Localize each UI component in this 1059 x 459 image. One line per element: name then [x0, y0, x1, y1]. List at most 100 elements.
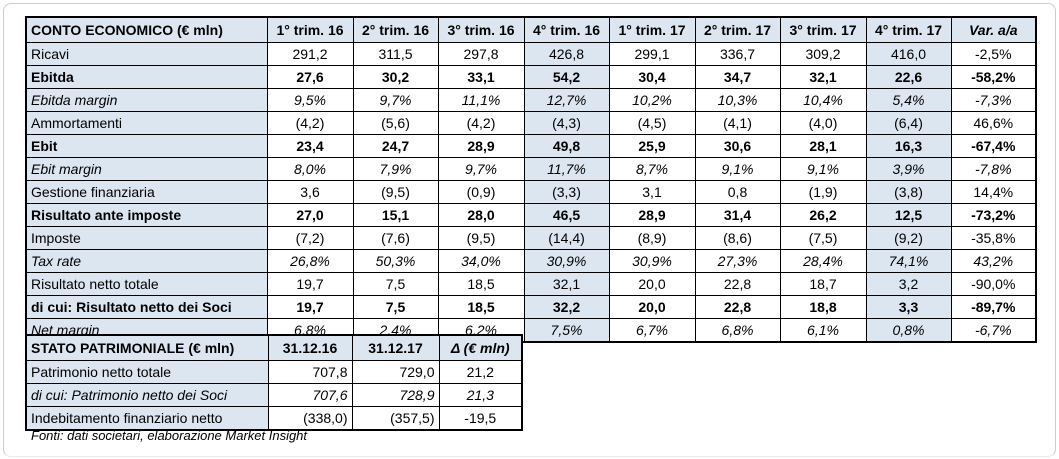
var-yoy-cell: 43,2% — [950, 249, 1037, 273]
value-cell: 10,3% — [694, 88, 781, 112]
column-header-var-yoy: Var. a/a — [950, 16, 1037, 43]
value-cell: 11,1% — [437, 88, 525, 112]
value-cell: (8,6) — [694, 226, 781, 250]
income-row-ammortamenti: Ammortamenti (4,2) (5,6) (4,2) (4,3) (4,5) (4,… — [25, 111, 1037, 135]
delta-cell: 21,3 — [438, 383, 523, 407]
value-cell: 32,1 — [779, 65, 867, 89]
value-cell: (3,8) — [865, 180, 952, 204]
value-cell: 12,7% — [523, 88, 610, 112]
value-cell: 26,2 — [779, 203, 867, 227]
value-cell: 18,8 — [779, 295, 867, 319]
value-cell: 309,2 — [779, 42, 867, 66]
income-row-ebitda: Ebitda 27,6 30,2 33,1 54,2 30,4 34,7 32,1 22,6 -5… — [25, 65, 1037, 89]
value-cell: 297,8 — [437, 42, 525, 66]
var-yoy-cell: -6,7% — [950, 318, 1037, 343]
income-row-ricavi: Ricavi 291,2 311,5 297,8 426,8 299,1 336,7 309,… — [25, 42, 1037, 66]
value-cell: 3,2 — [865, 272, 952, 296]
income-header-row: CONTO ECONOMICO (€ mln) 1° trim. 16 2° t… — [25, 16, 1037, 43]
value-cell: 9,1% — [694, 157, 781, 181]
value-cell: (4,1) — [694, 111, 781, 135]
value-cell: 74,1% — [865, 249, 952, 273]
value-cell: 31,4 — [694, 203, 781, 227]
value-cell: (3,3) — [523, 180, 610, 204]
value-cell: (9,2) — [865, 226, 952, 250]
income-row-risultato-ante-imposte: Risultato ante imposte 27,0 15,1 28,0 46,5 28… — [25, 203, 1037, 227]
value-cell: 33,1 — [437, 65, 525, 89]
value-cell: 27,6 — [266, 65, 354, 89]
value-cell: 18,5 — [437, 295, 525, 319]
balance-header-row: STATO PATRIMONIALE (€ mln) 31.12.16 31.1… — [25, 334, 523, 361]
income-row-risultato-netto-totale: Risultato netto totale 19,7 7,5 18,5 32,1 20,… — [25, 272, 1037, 296]
row-label-tax-rate: Tax rate — [25, 249, 268, 273]
var-yoy-cell: -73,2% — [950, 203, 1037, 227]
value-cell: 15,1 — [352, 203, 439, 227]
income-row-gestione-finanziaria: Gestione finanziaria 3,6 (9,5) (0,9) (3,3) 3,… — [25, 180, 1037, 204]
income-row-ebitda-margin: Ebitda margin 9,5% 9,7% 11,1% 12,7% 10,2% 10,3… — [25, 88, 1037, 112]
value-cell: (7,2) — [266, 226, 354, 250]
value-cell: 16,3 — [865, 134, 952, 158]
var-yoy-cell: -58,2% — [950, 65, 1037, 89]
value-cell: 7,9% — [352, 157, 439, 181]
value-cell: 729,0 — [351, 360, 440, 384]
row-label-gestione-finanziaria: Gestione finanziaria — [25, 180, 268, 204]
value-cell: 50,3% — [352, 249, 439, 273]
value-cell: 299,1 — [608, 42, 696, 66]
value-cell: (4,2) — [437, 111, 525, 135]
balance-row-patrimonio-netto-totale: Patrimonio netto totale 707,8 729,0 21,2 — [25, 360, 523, 384]
value-cell: 426,8 — [523, 42, 610, 66]
value-cell: (4,5) — [608, 111, 696, 135]
value-cell: 46,5 — [523, 203, 610, 227]
income-row-di-cui-risultato-netto-dei-soci: di cui: Risultato netto dei Soci 19,7 7,5 1… — [25, 295, 1037, 319]
value-cell: 25,9 — [608, 134, 696, 158]
row-label-ebitda: Ebitda — [25, 65, 268, 89]
var-yoy-cell: -7,3% — [950, 88, 1037, 112]
row-label-risultato-ante-imposte: Risultato ante imposte — [25, 203, 268, 227]
value-cell: 22,8 — [694, 295, 781, 319]
column-header-q1-16: 1° trim. 16 — [266, 16, 354, 43]
income-table-title: CONTO ECONOMICO (€ mln) — [25, 16, 268, 43]
balance-row-di-cui-patrimonio-netto-dei-soci: di cui: Patrimonio netto dei Soci 707,6 72… — [25, 383, 523, 407]
column-header-q1-17: 1° trim. 17 — [608, 16, 696, 43]
var-yoy-cell: -2,5% — [950, 42, 1037, 66]
value-cell: 8,0% — [266, 157, 354, 181]
value-cell: 28,0 — [437, 203, 525, 227]
value-cell: 336,7 — [694, 42, 781, 66]
row-label-di-cui-risultato-netto-dei-soci: di cui: Risultato netto dei Soci — [25, 295, 268, 319]
value-cell: 10,4% — [779, 88, 867, 112]
value-cell: 707,8 — [267, 360, 353, 384]
value-cell: 7,5 — [352, 295, 439, 319]
column-header-q3-16: 3° trim. 16 — [437, 16, 525, 43]
value-cell: 32,2 — [523, 295, 610, 319]
value-cell: 416,0 — [865, 42, 952, 66]
value-cell: 9,1% — [779, 157, 867, 181]
value-cell: 9,7% — [352, 88, 439, 112]
value-cell: (4,3) — [523, 111, 610, 135]
value-cell: (14,4) — [523, 226, 610, 250]
value-cell: (8,9) — [608, 226, 696, 250]
value-cell: 12,5 — [865, 203, 952, 227]
row-label-imposte: Imposte — [25, 226, 268, 250]
column-header-q3-17: 3° trim. 17 — [779, 16, 867, 43]
value-cell: 20,0 — [608, 272, 696, 296]
value-cell: (338,0) — [267, 406, 353, 431]
value-cell: (4,0) — [779, 111, 867, 135]
value-cell: 30,9% — [523, 249, 610, 273]
value-cell: 5,4% — [865, 88, 952, 112]
value-cell: 3,6 — [266, 180, 354, 204]
value-cell: 28,9 — [608, 203, 696, 227]
column-header-31-12-17: 31.12.17 — [351, 334, 440, 361]
value-cell: 6,7% — [608, 318, 696, 343]
value-cell: (6,4) — [865, 111, 952, 135]
value-cell: 291,2 — [266, 42, 354, 66]
value-cell: 9,7% — [437, 157, 525, 181]
var-yoy-cell: -7,8% — [950, 157, 1037, 181]
value-cell: 7,5 — [352, 272, 439, 296]
value-cell: 18,5 — [437, 272, 525, 296]
source-note: Fonti: dati societari, elaborazione Mark… — [31, 428, 308, 443]
column-header-q2-16: 2° trim. 16 — [352, 16, 439, 43]
column-header-q4-17: 4° trim. 17 — [865, 16, 952, 43]
balance-row-indebitamento-finanziario-netto: Indebitamento finanziario netto (338,0) (3… — [25, 406, 523, 431]
value-cell: 3,9% — [865, 157, 952, 181]
value-cell: 3,3 — [865, 295, 952, 319]
value-cell: 34,7 — [694, 65, 781, 89]
